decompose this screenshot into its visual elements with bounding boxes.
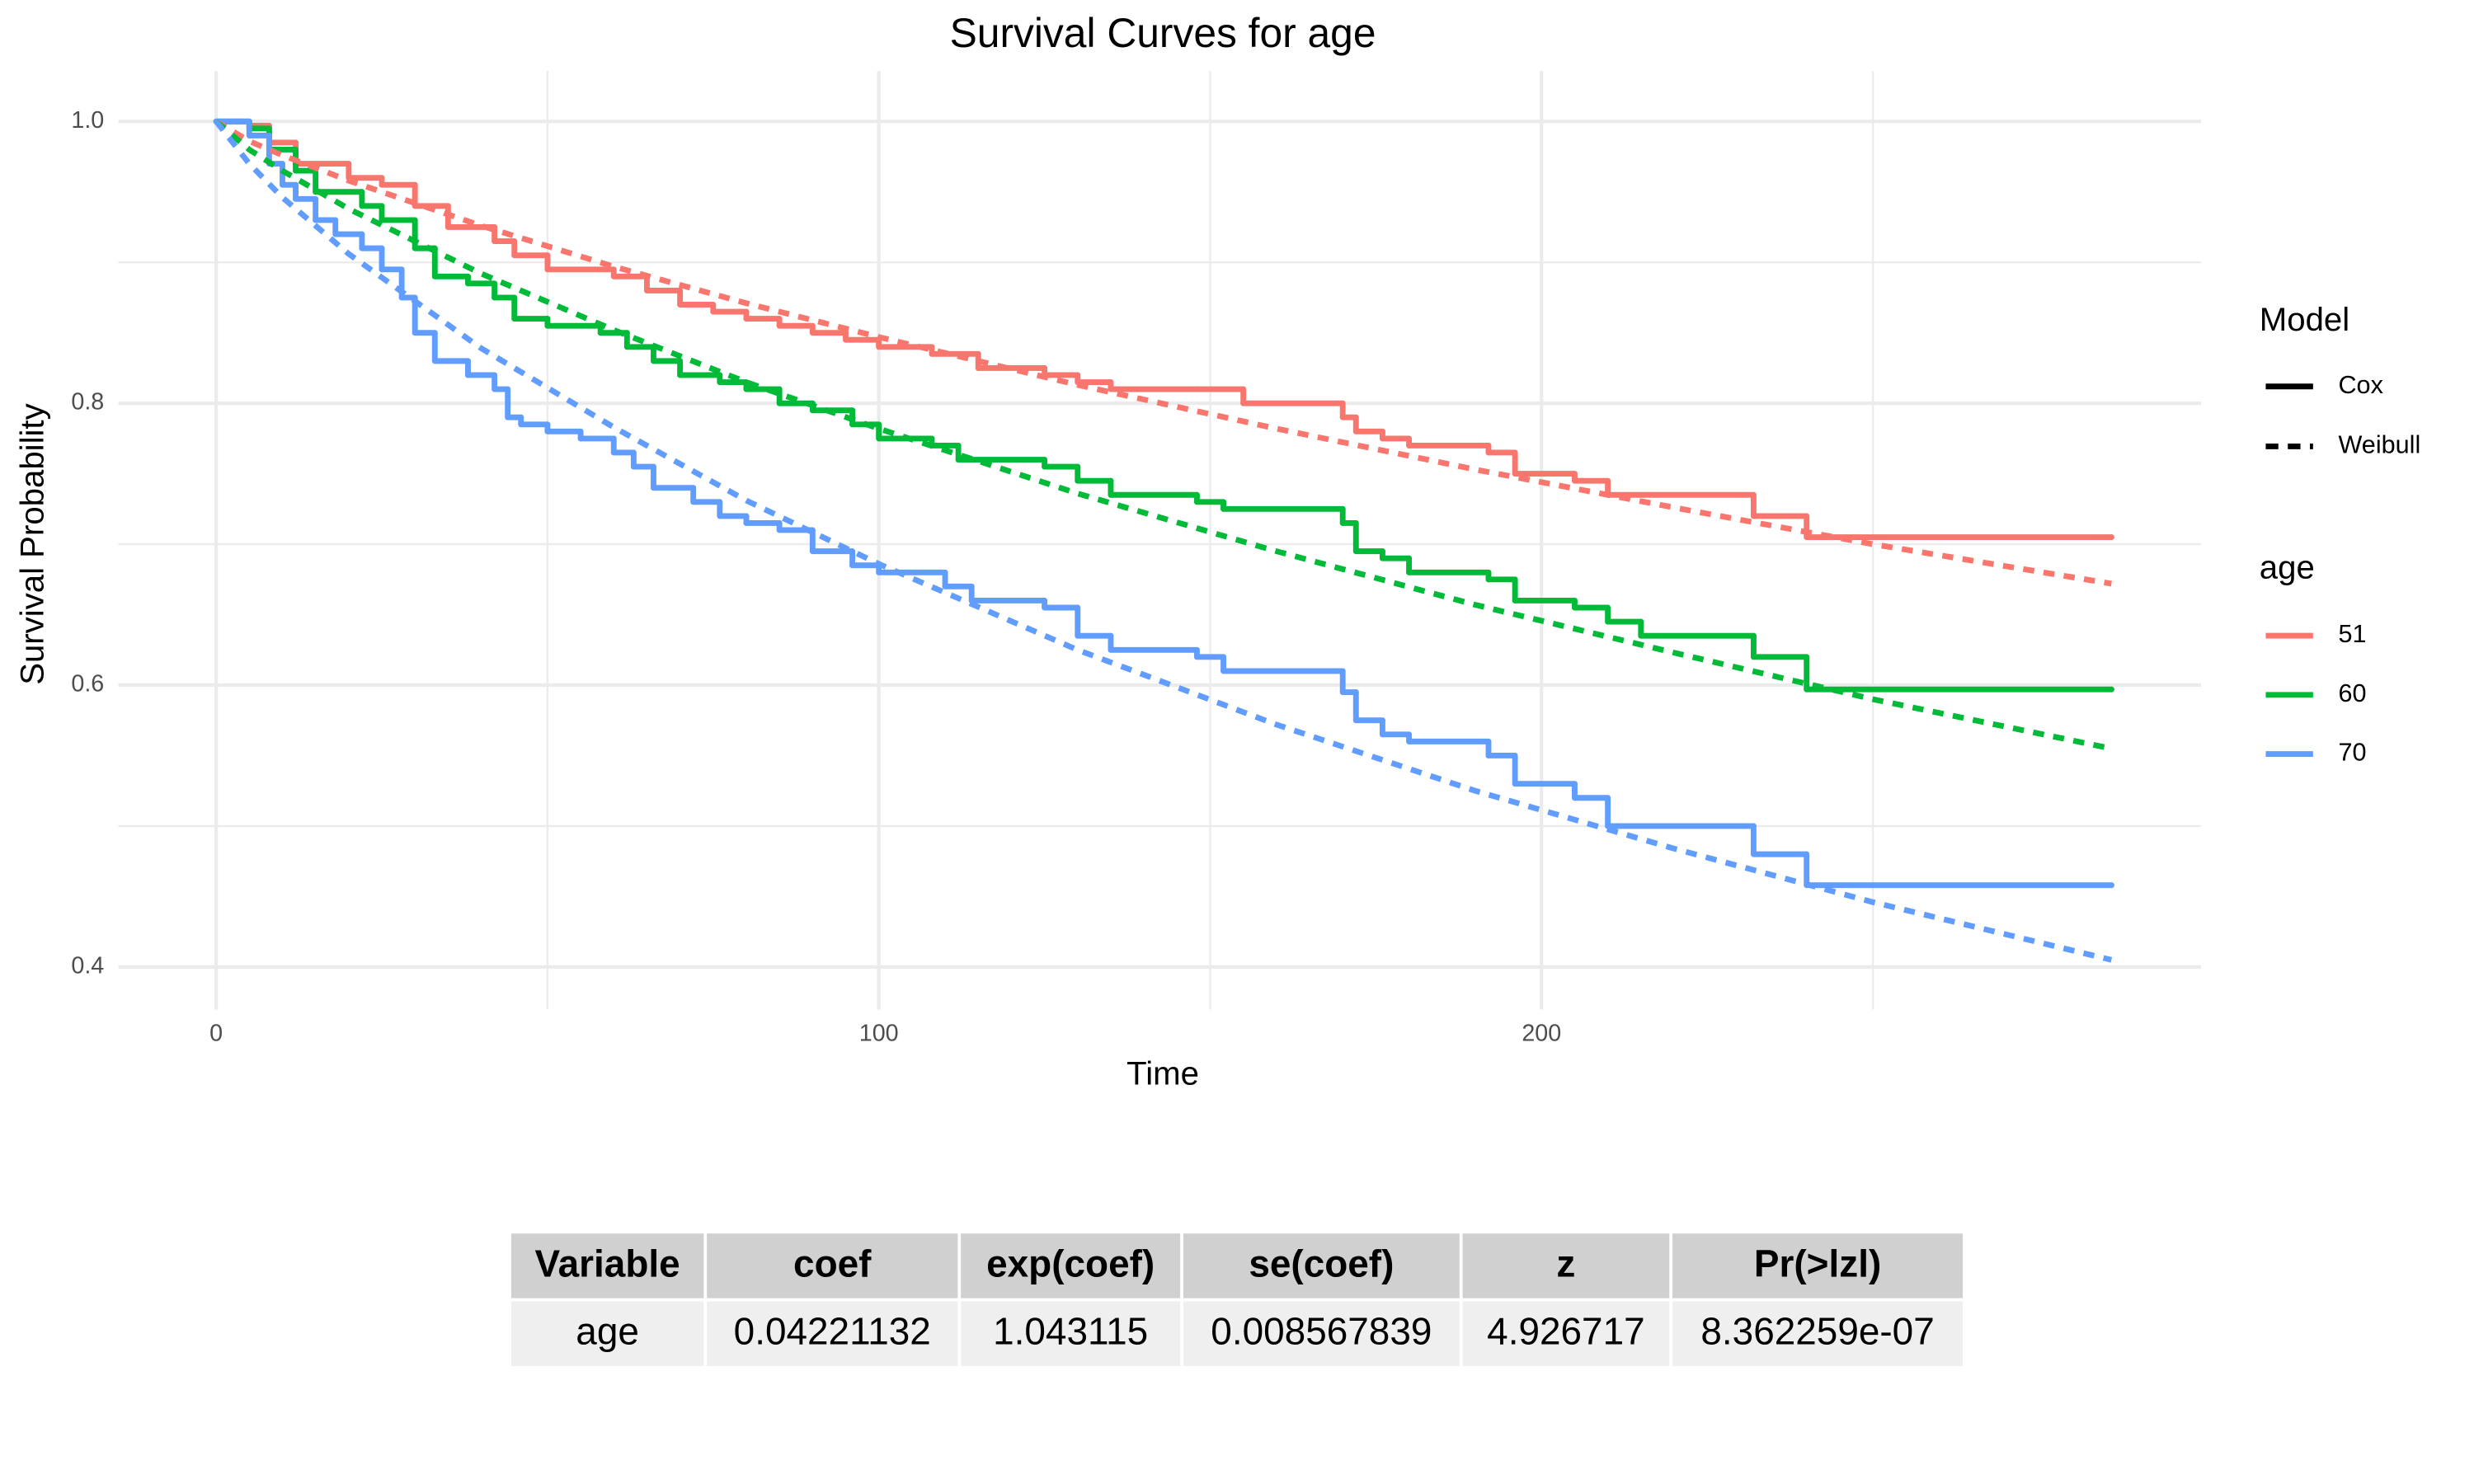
grid: 0.4 0.6 0.8 1.0 0 100 200 bbox=[71, 71, 2202, 1047]
header-text: se(coef) bbox=[1249, 1242, 1394, 1284]
table-cell bbox=[961, 1301, 1181, 1366]
curve bbox=[214, 120, 2113, 963]
header-cell bbox=[510, 1233, 704, 1298]
table-cell bbox=[707, 1301, 958, 1366]
curve bbox=[214, 119, 2112, 587]
legend-label: Weibull bbox=[2338, 431, 2420, 459]
cell-text: 0.04221132 bbox=[734, 1310, 931, 1353]
table: Variable age coef 0.04221132 exp(coef) 1.0431… bbox=[510, 1233, 1964, 1366]
legend-label: 60 bbox=[2338, 679, 2366, 707]
y-tick-label: 0.8 bbox=[71, 389, 104, 416]
chart-title: Survival Curves for age bbox=[950, 10, 1376, 56]
legend-label: Cox bbox=[2338, 371, 2382, 399]
cell-text: age bbox=[576, 1310, 639, 1353]
legend-title: age bbox=[2260, 548, 2315, 585]
y-axis-title: Survival Probability bbox=[14, 403, 51, 684]
y-tick-label: 0.6 bbox=[71, 671, 104, 697]
header-text: z bbox=[1556, 1242, 1575, 1284]
cell-text: 8.362259e-07 bbox=[1700, 1310, 1934, 1353]
cell-text: 1.043115 bbox=[993, 1310, 1148, 1353]
cell-text: 4.926717 bbox=[1487, 1310, 1644, 1353]
header-text: Variable bbox=[535, 1242, 680, 1284]
header-text: coef bbox=[793, 1242, 872, 1284]
legend: Model Cox Weibull age 51 60 70 bbox=[2260, 301, 2420, 767]
header-cell bbox=[1462, 1233, 1670, 1298]
legend-label: 70 bbox=[2338, 739, 2366, 767]
header-text: Pr(>lzl) bbox=[1754, 1242, 1881, 1284]
x-tick-label: 100 bbox=[859, 1021, 899, 1047]
x-tick-label: 200 bbox=[1522, 1021, 1561, 1047]
table-cell bbox=[1462, 1301, 1670, 1366]
x-tick-label: 0 bbox=[209, 1021, 223, 1047]
header-cell bbox=[1672, 1233, 1964, 1298]
header-cell bbox=[707, 1233, 958, 1298]
y-tick-label: 1.0 bbox=[71, 107, 104, 134]
legend-label: 51 bbox=[2338, 620, 2366, 648]
curve bbox=[214, 119, 2113, 752]
header-text: exp(coef) bbox=[986, 1242, 1155, 1284]
cell-text: 0.008567839 bbox=[1211, 1310, 1432, 1353]
table-cell bbox=[1183, 1301, 1460, 1366]
header-cell bbox=[1183, 1233, 1460, 1298]
legend-title: Model bbox=[2260, 301, 2349, 338]
table-cell bbox=[510, 1301, 704, 1366]
plot-lines bbox=[213, 118, 2114, 963]
header-cell bbox=[961, 1233, 1181, 1298]
x-axis-title: Time bbox=[1126, 1054, 1199, 1092]
y-tick-label: 0.4 bbox=[71, 952, 104, 979]
table-cell bbox=[1672, 1301, 1964, 1366]
